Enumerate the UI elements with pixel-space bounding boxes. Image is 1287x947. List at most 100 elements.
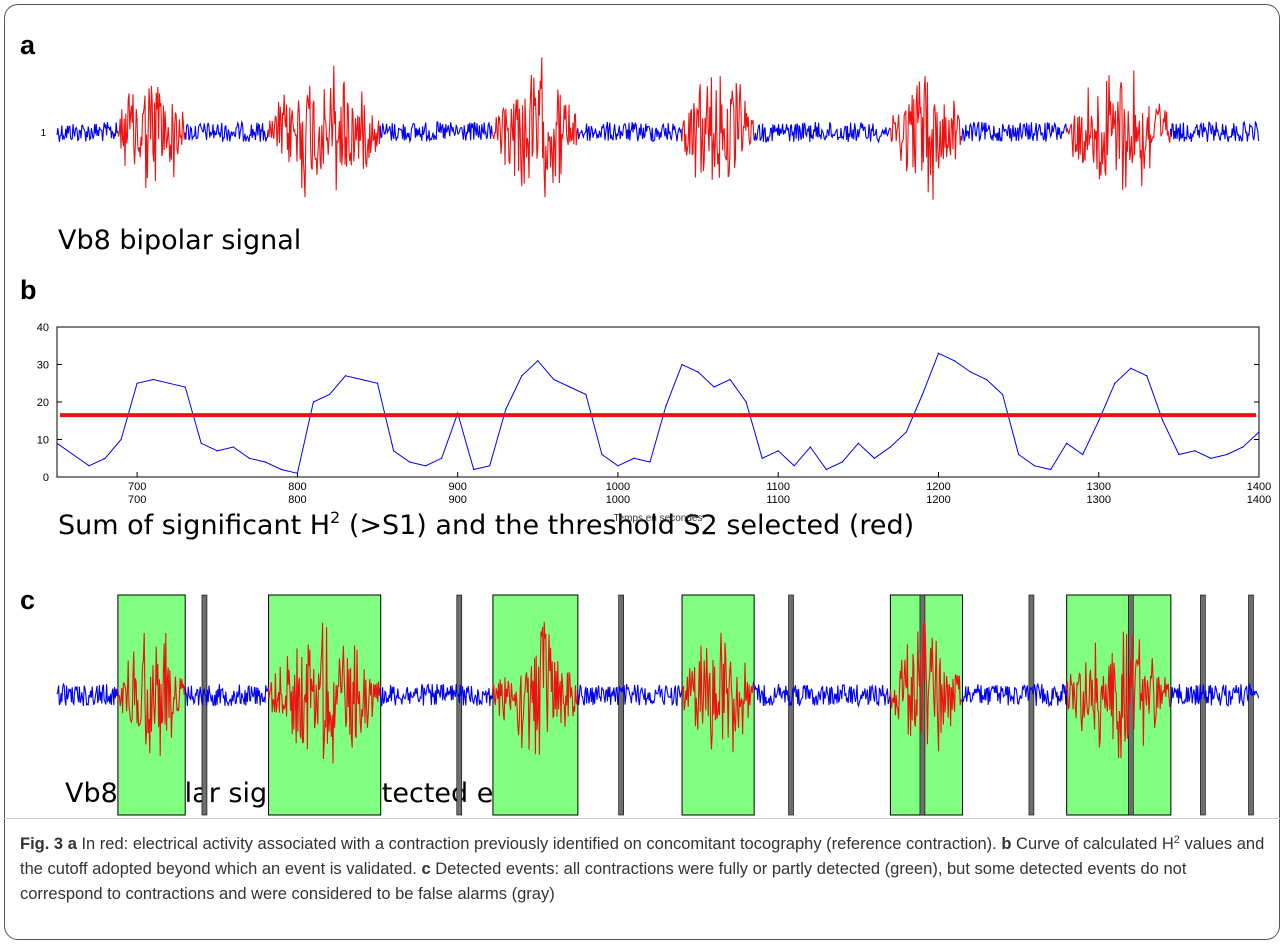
panel-b-xtick-label-1100: 1100	[766, 481, 790, 493]
panel-b-point-1330	[1146, 375, 1148, 377]
panel-c-false-alarm-2	[456, 594, 463, 816]
panel-a-trace-segment-8	[753, 121, 891, 144]
panel-b-point-910	[473, 468, 475, 471]
panel-a-trace-segment-0	[56, 122, 119, 142]
panel-b-point-920	[489, 465, 491, 467]
fig-label: Fig. 3	[20, 835, 64, 853]
panel-c-detected-event-6	[1066, 594, 1172, 816]
panel-b-xtick-label-1200: 1200	[926, 481, 950, 493]
caption-c-text: Detected events: all contractions were f…	[20, 860, 1187, 903]
caption-b-text-post: values and the cutoff adopted beyond whi…	[20, 835, 1265, 878]
figure-caption: Fig. 3 a In red: electrical activity ass…	[20, 828, 1270, 907]
panel-b-point-700	[136, 382, 138, 384]
panel-b-point-670	[88, 465, 90, 467]
panel-b-point-1300	[1098, 420, 1100, 422]
panel-b-point-940	[521, 375, 523, 377]
panel-c-plot	[56, 594, 1260, 816]
panel-b-point-960	[553, 378, 555, 381]
caption-divider	[4, 818, 1280, 819]
panel-c-trace-segment-12	[1170, 683, 1260, 707]
panel-b-point-1290	[1082, 453, 1084, 456]
panel-a-trace-segment-7	[681, 76, 755, 180]
panel-b-point-740	[200, 442, 202, 444]
panel-b-point-1280	[1066, 442, 1068, 444]
panel-b-xtick-label-900: 900	[448, 481, 466, 493]
panel-b-letter: b	[20, 275, 37, 305]
panel-a-trace-segment-10	[961, 121, 1068, 143]
panel-b-point-1210	[953, 360, 956, 362]
panel-b-point-1160	[873, 457, 875, 459]
panel-b-point-1390	[1242, 446, 1244, 448]
caption-b-text-pre: Curve of calculated H	[1011, 835, 1174, 853]
panel-c-trace-segment-4	[379, 683, 493, 707]
panel-c-trace-segment-2	[184, 684, 269, 707]
panel-b-xtick-label-1300: 1300	[1086, 481, 1110, 493]
panel-c-trace-segment-10	[961, 682, 1068, 708]
panel-b-caption-post: (>S1) and the threshold S2 selected (red…	[340, 510, 915, 541]
panel-b-point-970	[569, 386, 571, 388]
panel-b-point-1370	[1210, 457, 1212, 459]
panel-b-axes-box	[56, 326, 1260, 478]
panel-b-xtick-label2-1400: 1400	[1247, 494, 1271, 506]
panel-b-point-1000	[617, 465, 619, 467]
panel-b-point-1140	[841, 461, 843, 463]
panel-b-point-1360	[1194, 450, 1196, 452]
panel-b-point-1100	[777, 450, 779, 452]
panel-b-point-650	[56, 442, 58, 444]
panel-c-trace-segment-6	[577, 684, 683, 707]
panel-a-trace-segment-12	[1170, 120, 1260, 143]
panel-c-trace-segment-1	[117, 632, 186, 757]
panel-b-point-690	[120, 438, 122, 441]
panel-b-point-800	[296, 472, 298, 474]
panel-b-xtick-label2-700: 700	[128, 494, 146, 506]
panel-b-point-1200	[937, 352, 940, 354]
panel-b-point-1090	[761, 457, 763, 459]
panel-b-point-710	[152, 378, 154, 381]
panel-b-caption-sup: 2	[330, 508, 341, 527]
panel-b-xtick-label2-1100: 1100	[766, 494, 790, 506]
panel-b-point-1170	[889, 446, 891, 448]
panel-a-trace-segment-11	[1066, 70, 1172, 190]
panel-b-h2-curve	[56, 352, 1260, 474]
panel-b-ytick-label-0: 0	[43, 472, 49, 484]
panel-c-false-alarm-3	[618, 594, 624, 816]
panel-b-point-1060	[713, 386, 715, 388]
panel-b-xtick-label2-1000: 1000	[606, 494, 630, 506]
panel-b-point-1230	[985, 378, 988, 381]
panel-a-ytick-1: 1	[40, 128, 46, 139]
panel-b-point-870	[408, 461, 411, 463]
caption-c-letter: c	[421, 860, 431, 878]
panel-b-point-990	[601, 453, 603, 456]
panel-b-point-950	[537, 360, 539, 362]
panel-b-point-820	[328, 393, 331, 396]
panel-b-point-660	[72, 453, 74, 456]
panel-b-point-980	[585, 393, 587, 396]
panel-b-point-860	[392, 450, 395, 452]
panel-b-point-1080	[745, 401, 747, 403]
panel-b-point-770	[248, 457, 250, 459]
panel-b-point-1180	[905, 431, 908, 433]
panel-a-caption: Vb8 bipolar signal	[58, 225, 302, 256]
panel-b-xlabel: Temps en secondes	[614, 513, 703, 524]
panel-a-trace-segment-1	[117, 85, 186, 189]
panel-b-ytick-label-10: 10	[37, 435, 49, 447]
caption-b-letter: b	[1001, 835, 1012, 853]
panel-b-point-1320	[1130, 367, 1132, 369]
panel-c-trace-segment-9	[889, 621, 963, 752]
panel-c-trace-segment-5	[491, 621, 579, 755]
panel-b-point-830	[344, 375, 347, 377]
panel-b-point-1400	[1258, 431, 1260, 433]
panel-b-ytick-label-40: 40	[37, 322, 49, 334]
panel-b-point-720	[168, 382, 170, 384]
panel-b-xtick-label-1000: 1000	[606, 481, 630, 493]
panel-c-false-alarm-8	[1200, 594, 1206, 816]
panel-b-point-1250	[1018, 453, 1020, 456]
panel-b-point-1050	[697, 371, 699, 373]
panel-b-point-730	[184, 386, 186, 388]
panel-b-point-810	[312, 401, 315, 403]
panel-b-point-840	[360, 378, 363, 381]
panel-a-trace-segment-4	[379, 121, 493, 144]
panel-b-point-850	[376, 382, 379, 384]
panel-b-plot: 0102030407007008008009009001000100011001…	[37, 322, 1271, 524]
panel-b-point-880	[425, 465, 427, 467]
